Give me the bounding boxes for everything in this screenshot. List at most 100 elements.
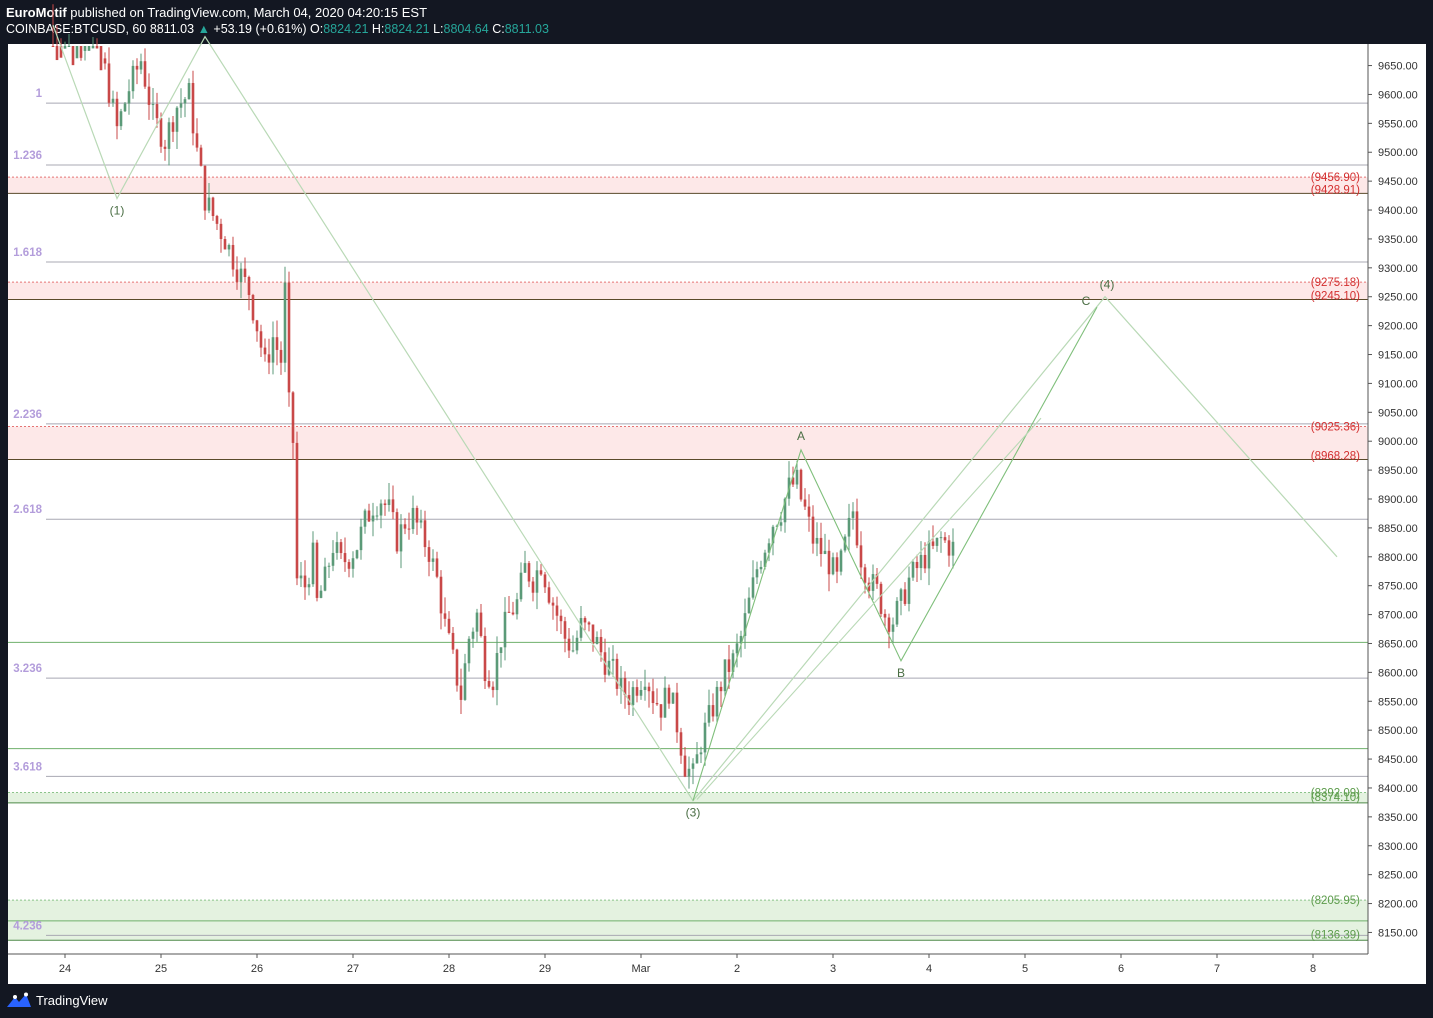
- candle-body: [135, 65, 139, 70]
- candle-body: [367, 510, 371, 522]
- zone-bottom-label: (8136.39): [1311, 929, 1360, 941]
- candle-body: [539, 570, 543, 575]
- open-label: O:: [310, 22, 324, 36]
- price-change: +53.19 (+0.61%): [213, 22, 307, 36]
- candle-body: [743, 613, 747, 636]
- candle-body: [923, 554, 927, 569]
- price-tick-label: 8400.00: [1378, 783, 1418, 795]
- zone-resistance-2: [8, 426, 1368, 460]
- time-axis[interactable]: 24 25 26 27 28 29 Mar 2 3 4 5 6 7 8: [8, 953, 1426, 984]
- candle-body: [159, 118, 163, 147]
- fib-label: 3.618: [13, 761, 42, 773]
- candle-body: [375, 515, 379, 517]
- candle-body: [55, 46, 59, 61]
- price-tick-label: 8500.00: [1378, 725, 1418, 737]
- candle-body: [759, 566, 763, 570]
- time-tick-label: 26: [251, 963, 263, 975]
- price-tick-label: 9500.00: [1378, 147, 1418, 159]
- candle-body: [435, 558, 439, 577]
- candle-body: [903, 589, 907, 604]
- candle-body: [855, 511, 859, 546]
- candle-body: [551, 602, 555, 606]
- price-tick-label: 8550.00: [1378, 696, 1418, 708]
- candle-body: [171, 122, 175, 132]
- candle-body: [179, 103, 183, 108]
- candle-body: [155, 104, 159, 119]
- candle-body: [127, 91, 131, 104]
- candle-body: [215, 215, 219, 224]
- candle-body: [579, 618, 583, 638]
- author-name[interactable]: EuroMotif: [6, 5, 67, 20]
- wave-label: (3): [686, 806, 701, 820]
- candle-body: [875, 574, 879, 584]
- published-text: published on TradingView.com, March 04, …: [70, 5, 428, 20]
- candle-body: [611, 658, 615, 661]
- candle-body: [335, 542, 339, 553]
- price-axis[interactable]: 9650.00 9600.00 9550.00 9500.00 9450.00 9400.…: [1367, 44, 1426, 984]
- candle-body: [635, 687, 639, 696]
- price-tick-label: 9150.00: [1378, 350, 1418, 362]
- fib-label: 2.236: [13, 409, 42, 421]
- candle-body: [543, 574, 547, 588]
- candle-body: [187, 83, 191, 100]
- candle-body: [495, 653, 499, 691]
- candle-body: [175, 107, 179, 132]
- time-tick-label: 27: [347, 963, 359, 975]
- waves-layer: (1) (3) A B C (4): [52, 24, 1338, 820]
- footer: TradingView: [0, 984, 1433, 1018]
- candle-body: [555, 605, 559, 616]
- candle-body: [751, 577, 755, 598]
- candle-body: [263, 347, 267, 355]
- tradingview-logo[interactable]: TradingView: [6, 992, 108, 1008]
- candle-body: [207, 197, 211, 211]
- candle-body: [919, 554, 923, 569]
- candle-body: [835, 557, 839, 572]
- price-tick-label: 9300.00: [1378, 263, 1418, 275]
- candle-body: [879, 583, 883, 614]
- zone-bottom-label: (9428.91): [1311, 184, 1360, 196]
- candle-body: [395, 512, 399, 552]
- time-tick-label: 25: [155, 963, 167, 975]
- candle-body: [247, 276, 251, 296]
- close-label: C:: [492, 22, 505, 36]
- price-tick-label: 8950.00: [1378, 465, 1418, 477]
- candle-body: [319, 590, 323, 598]
- candle-body: [675, 692, 679, 733]
- candle-body: [271, 337, 275, 363]
- candle-body: [91, 46, 95, 49]
- candle-body: [147, 86, 151, 105]
- price-tick-label: 8150.00: [1378, 927, 1418, 939]
- tradingview-logo-icon: [7, 992, 31, 1007]
- candle-body: [723, 659, 727, 692]
- candle-body: [163, 146, 167, 149]
- candle-body: [871, 574, 875, 591]
- candles-layer: [51, 4, 955, 789]
- candle-body: [287, 282, 291, 393]
- candle-body: [399, 524, 403, 552]
- candle-body: [491, 686, 495, 691]
- price-tick-label: 8600.00: [1378, 667, 1418, 679]
- candle-body: [227, 244, 231, 250]
- candle-body: [899, 589, 903, 601]
- candle-body: [863, 567, 867, 583]
- candle-body: [811, 516, 815, 544]
- candle-body: [195, 133, 199, 148]
- candle-body: [403, 524, 407, 529]
- time-tick-label: Mar: [632, 963, 651, 975]
- open-value: 8824.21: [323, 22, 369, 36]
- symbol-label[interactable]: COINBASE:BTCUSD, 60: [6, 22, 147, 36]
- price-tick-label: 8700.00: [1378, 610, 1418, 622]
- price-tick-label: 8350.00: [1378, 812, 1418, 824]
- low-label: L:: [433, 22, 444, 36]
- candle-body: [803, 499, 807, 507]
- candle-body: [255, 320, 259, 332]
- candle-body: [511, 612, 515, 615]
- candle-body: [199, 147, 203, 166]
- price-chart[interactable]: 1 1.236 1.618 2.236 2.618 3.236 3.618 4.236 (1)…: [0, 0, 1433, 984]
- candle-body: [243, 268, 247, 277]
- candle-body: [463, 663, 467, 700]
- zone-bottom-label: (9245.10): [1311, 291, 1360, 303]
- price-tick-label: 9100.00: [1378, 378, 1418, 390]
- candle-body: [535, 570, 539, 593]
- candle-body: [839, 550, 843, 572]
